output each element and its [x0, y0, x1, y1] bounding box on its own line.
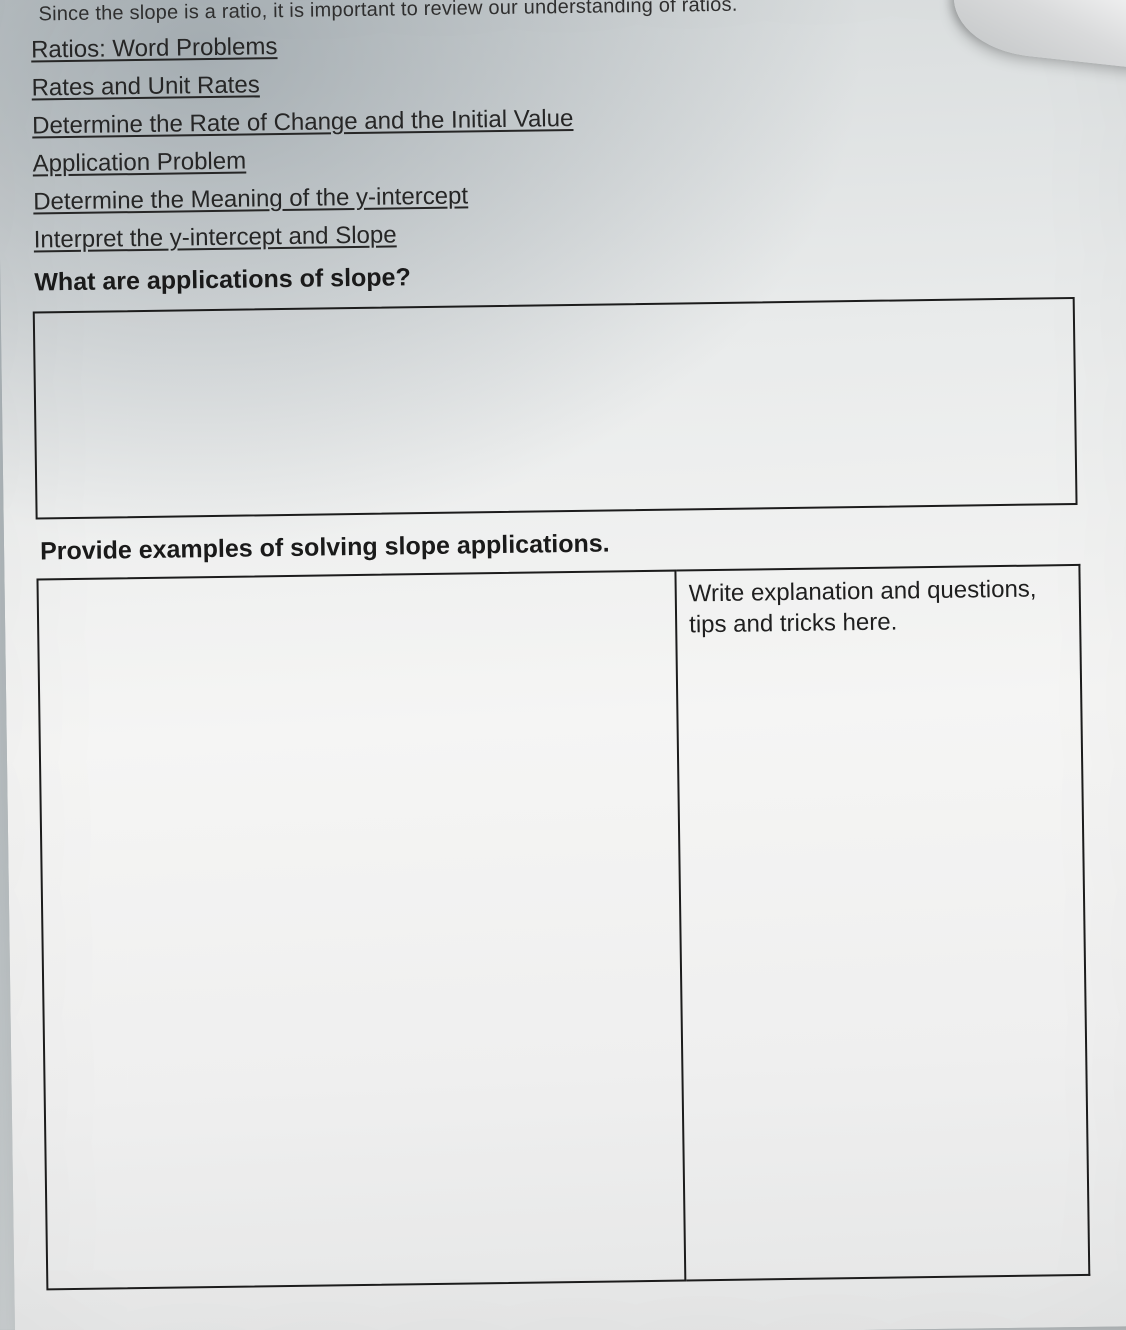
two-column-work-area: Write explanation and questions, tips an…: [36, 564, 1090, 1291]
worksheet-page: There are many applications of slope in …: [0, 0, 1126, 1330]
answer-box-applications[interactable]: [33, 297, 1078, 520]
notes-box[interactable]: Write explanation and questions, tips an…: [676, 564, 1090, 1282]
link-interpret-y-intercept-slope[interactable]: Interpret the y-intercept and Slope: [34, 221, 397, 254]
heading-examples-solving: Provide examples of solving slope applic…: [40, 523, 1094, 567]
work-box-examples[interactable]: [36, 570, 686, 1291]
notes-box-prompt: Write explanation and questions, tips an…: [689, 576, 1037, 639]
heading-applications-of-slope: What are applications of slope?: [34, 254, 1090, 298]
link-rates-unit-rates[interactable]: Rates and Unit Rates: [31, 71, 259, 102]
link-application-problem[interactable]: Application Problem: [32, 148, 246, 179]
link-ratios-word-problems[interactable]: Ratios: Word Problems: [31, 33, 278, 64]
